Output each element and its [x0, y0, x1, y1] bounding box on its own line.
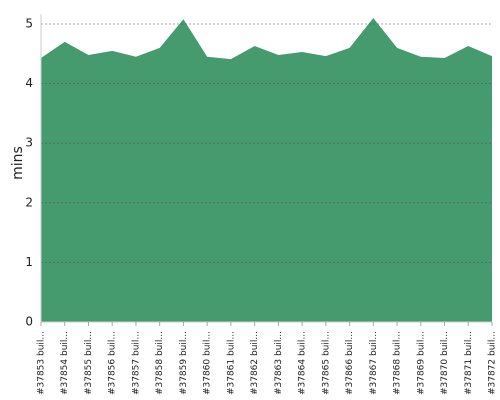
- x-tick-label: #37864 buil...: [298, 331, 308, 395]
- y-tick-label: 1: [25, 255, 33, 269]
- x-tick-label: #37859 buil...: [179, 331, 189, 395]
- x-tick-label: #37870 buil...: [440, 331, 450, 395]
- x-tick-label: #37857 buil...: [131, 331, 141, 395]
- y-tick-label: 4: [25, 76, 33, 90]
- y-axis-label: mins: [10, 146, 26, 180]
- x-tick-label: #37865 buil...: [321, 331, 331, 395]
- area: [41, 18, 492, 322]
- x-tick-label: #37863 buil...: [274, 331, 284, 395]
- x-tick-label: #37868 buil...: [393, 331, 403, 395]
- y-tick-label: 3: [25, 136, 33, 150]
- x-tick-label: #37858 buil...: [155, 331, 165, 395]
- x-tick-label: #37855 buil...: [84, 331, 94, 395]
- x-tick-label: #37872 buil...: [488, 331, 498, 395]
- x-tick-label: #37861 buil...: [226, 331, 236, 395]
- x-tick-label: #37862 buil...: [250, 331, 260, 395]
- x-tick-label: #37871 buil...: [464, 331, 474, 395]
- x-tick-label: #37866 buil...: [345, 331, 355, 395]
- x-tick-label: #37856 buil...: [108, 331, 118, 395]
- x-tick-label: #37869 buil...: [416, 331, 426, 395]
- x-tick-label: #37854 buil...: [60, 331, 70, 395]
- x-tick-label: #37853 buil...: [37, 331, 47, 395]
- y-tick-label: 0: [25, 315, 33, 329]
- x-tick-label: #37867 buil...: [369, 331, 379, 395]
- y-tick-label: 2: [25, 195, 33, 209]
- y-tick-label: 5: [25, 17, 33, 31]
- x-tick-label: #37860 buil...: [203, 331, 213, 395]
